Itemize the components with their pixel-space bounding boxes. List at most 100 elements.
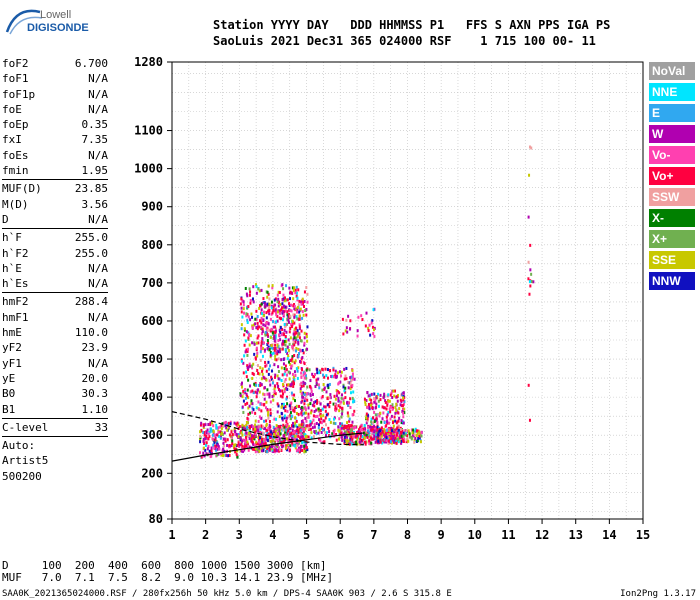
data-point bbox=[298, 317, 301, 321]
data-point bbox=[399, 398, 402, 402]
data-point bbox=[401, 404, 404, 408]
profile-line bbox=[171, 411, 364, 446]
data-point bbox=[302, 380, 305, 384]
data-point bbox=[295, 285, 298, 289]
data-point bbox=[277, 304, 280, 308]
data-point bbox=[270, 375, 273, 379]
data-point bbox=[376, 437, 379, 441]
data-point bbox=[402, 421, 405, 425]
data-point bbox=[228, 433, 231, 437]
y-tick-label: 1100 bbox=[134, 124, 163, 138]
data-point bbox=[257, 440, 260, 444]
data-point bbox=[392, 424, 395, 428]
data-point bbox=[321, 440, 324, 444]
data-point bbox=[294, 436, 297, 440]
data-point bbox=[371, 319, 374, 323]
data-point bbox=[267, 432, 270, 436]
data-point bbox=[274, 357, 277, 361]
data-point bbox=[273, 428, 276, 432]
data-point bbox=[371, 325, 374, 329]
data-point bbox=[228, 453, 231, 457]
data-point bbox=[388, 421, 391, 425]
data-point bbox=[288, 286, 291, 290]
data-point bbox=[292, 313, 295, 317]
data-point bbox=[405, 431, 408, 435]
data-point bbox=[204, 439, 207, 443]
data-point bbox=[342, 397, 345, 401]
data-point bbox=[245, 348, 248, 352]
param-value: 23.85 bbox=[74, 182, 108, 196]
data-point bbox=[231, 442, 234, 446]
data-point bbox=[402, 398, 405, 402]
data-point bbox=[258, 372, 261, 376]
data-point bbox=[350, 378, 353, 382]
data-point bbox=[347, 423, 350, 427]
data-point bbox=[366, 405, 369, 409]
data-point bbox=[205, 431, 208, 435]
data-point bbox=[308, 368, 311, 372]
data-point bbox=[530, 280, 533, 284]
data-point bbox=[329, 396, 332, 400]
data-point bbox=[242, 449, 245, 453]
data-point bbox=[245, 330, 248, 334]
data-point bbox=[265, 378, 268, 382]
data-point bbox=[287, 338, 290, 342]
data-point bbox=[240, 439, 243, 443]
param-value: 110.0 bbox=[74, 326, 108, 340]
param-row: C-level 33 bbox=[2, 420, 108, 435]
data-point bbox=[343, 435, 346, 439]
data-point bbox=[356, 329, 359, 333]
data-point bbox=[351, 431, 354, 435]
data-point bbox=[247, 336, 250, 340]
data-point bbox=[313, 373, 316, 377]
data-point bbox=[267, 306, 270, 310]
data-point bbox=[266, 447, 269, 451]
data-point bbox=[301, 297, 304, 301]
data-point bbox=[246, 305, 249, 309]
data-point bbox=[295, 291, 298, 295]
data-point bbox=[296, 376, 299, 380]
data-point bbox=[285, 397, 288, 401]
param-name: foEp bbox=[2, 118, 29, 132]
data-point bbox=[229, 422, 232, 426]
data-point bbox=[288, 383, 291, 387]
data-point bbox=[281, 298, 284, 302]
data-point bbox=[270, 344, 273, 348]
data-point bbox=[301, 425, 304, 429]
data-point bbox=[400, 419, 403, 423]
data-point bbox=[242, 307, 245, 311]
data-point bbox=[394, 389, 397, 393]
data-point bbox=[292, 382, 295, 386]
param-row: yF1 N/A bbox=[2, 356, 108, 371]
data-point bbox=[292, 408, 295, 412]
data-point bbox=[200, 428, 203, 432]
data-point bbox=[215, 423, 218, 427]
data-point bbox=[250, 364, 253, 368]
param-row: hmF2 288.4 bbox=[2, 294, 108, 309]
param-name: MUF(D) bbox=[2, 182, 42, 196]
data-point bbox=[356, 439, 359, 443]
data-point bbox=[313, 422, 316, 426]
data-point bbox=[300, 384, 303, 388]
data-point bbox=[350, 428, 353, 432]
data-point bbox=[269, 317, 272, 321]
data-point bbox=[332, 421, 335, 425]
data-point bbox=[313, 404, 316, 408]
data-point bbox=[254, 322, 257, 326]
data-point bbox=[337, 428, 340, 432]
data-point bbox=[230, 437, 233, 441]
data-point bbox=[267, 413, 270, 417]
data-point bbox=[300, 419, 303, 423]
data-point bbox=[295, 448, 298, 452]
data-point bbox=[374, 437, 377, 441]
data-point bbox=[394, 405, 397, 409]
data-point bbox=[216, 447, 219, 451]
data-point bbox=[213, 441, 216, 445]
data-point bbox=[402, 393, 405, 397]
data-point bbox=[247, 315, 250, 319]
data-point bbox=[303, 331, 306, 335]
data-point bbox=[240, 327, 243, 331]
data-point bbox=[338, 434, 341, 438]
data-point bbox=[243, 333, 246, 337]
